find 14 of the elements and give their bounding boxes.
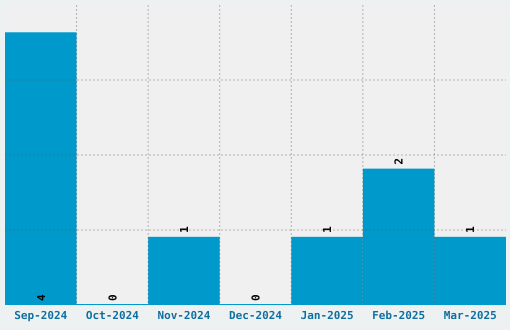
x-tick-label: Sep-2024 bbox=[14, 308, 68, 322]
x-tick-label: Jan-2025 bbox=[300, 308, 354, 322]
data-label: 2 bbox=[392, 158, 406, 165]
data-label: 0 bbox=[250, 294, 262, 301]
data-label: 4 bbox=[34, 294, 48, 301]
x-tick-label: Oct-2024 bbox=[86, 308, 140, 322]
x-tick-label: Nov-2024 bbox=[157, 308, 211, 322]
x-tick-label: Feb-2025 bbox=[372, 308, 426, 322]
data-label: 1 bbox=[464, 226, 478, 233]
x-tick-label: Mar-2025 bbox=[444, 308, 497, 322]
x-tick-label: Dec-2024 bbox=[229, 308, 282, 322]
data-label: 1 bbox=[178, 226, 191, 233]
data-label: 0 bbox=[106, 294, 120, 301]
data-label: 1 bbox=[321, 226, 334, 233]
